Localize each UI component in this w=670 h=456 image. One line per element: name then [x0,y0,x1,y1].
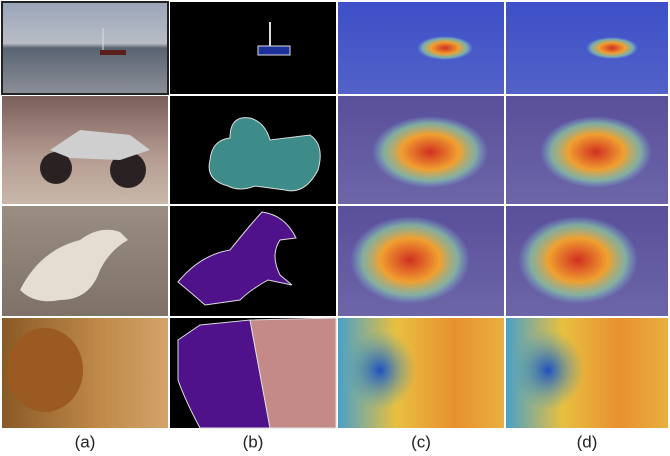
row-closeup [2,318,668,428]
dog-face [7,328,83,412]
boat [100,50,126,55]
caption: (d) [577,432,598,451]
mask [170,2,336,94]
caption: (a) [75,432,96,451]
heat-spot [344,330,416,410]
heat-spot [540,116,652,188]
heat-spot [372,116,488,188]
row-motorcycle [2,96,668,204]
caption: (b) [243,432,264,451]
heat-spot [512,330,584,410]
photo [2,2,168,94]
heat-spot [350,216,470,304]
row-boat [2,2,668,94]
heat-spot [586,37,638,59]
row-dog [2,206,668,316]
figure: (a) (b) (c) (d) [0,0,670,456]
mask-boat [258,46,290,55]
heat-spot [518,216,638,304]
heat-spot [417,36,473,60]
caption: (c) [411,432,431,451]
